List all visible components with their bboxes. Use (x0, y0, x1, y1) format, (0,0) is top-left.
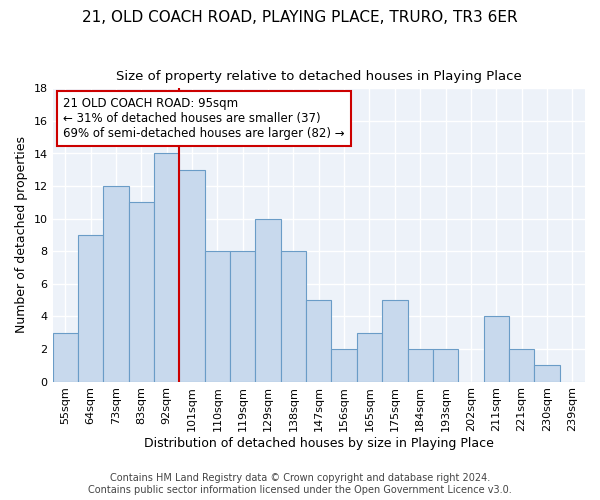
Bar (78, 235, 103, 382)
Bar (154, 154, 179, 382)
Bar (128, 202, 154, 382)
Bar (205, 251, 230, 382)
Bar (382, 300, 407, 382)
Text: 21 OLD COACH ROAD: 95sqm
← 31% of detached houses are smaller (37)
69% of semi-d: 21 OLD COACH ROAD: 95sqm ← 31% of detach… (63, 97, 345, 140)
Title: Size of property relative to detached houses in Playing Place: Size of property relative to detached ho… (116, 70, 521, 83)
Bar (256, 218, 281, 382)
X-axis label: Distribution of detached houses by size in Playing Place: Distribution of detached houses by size … (144, 437, 494, 450)
Bar (53, 332, 78, 382)
Bar (357, 332, 382, 382)
Bar (179, 170, 205, 382)
Bar (281, 251, 306, 382)
Bar (534, 366, 560, 382)
Y-axis label: Number of detached properties: Number of detached properties (15, 136, 28, 334)
Bar (509, 349, 534, 382)
Bar (331, 349, 357, 382)
Bar (103, 186, 128, 382)
Text: Contains HM Land Registry data © Crown copyright and database right 2024.
Contai: Contains HM Land Registry data © Crown c… (88, 474, 512, 495)
Bar (306, 300, 331, 382)
Bar (407, 349, 433, 382)
Text: 21, OLD COACH ROAD, PLAYING PLACE, TRURO, TR3 6ER: 21, OLD COACH ROAD, PLAYING PLACE, TRURO… (82, 10, 518, 25)
Bar (484, 316, 509, 382)
Bar (230, 251, 256, 382)
Bar (433, 349, 458, 382)
